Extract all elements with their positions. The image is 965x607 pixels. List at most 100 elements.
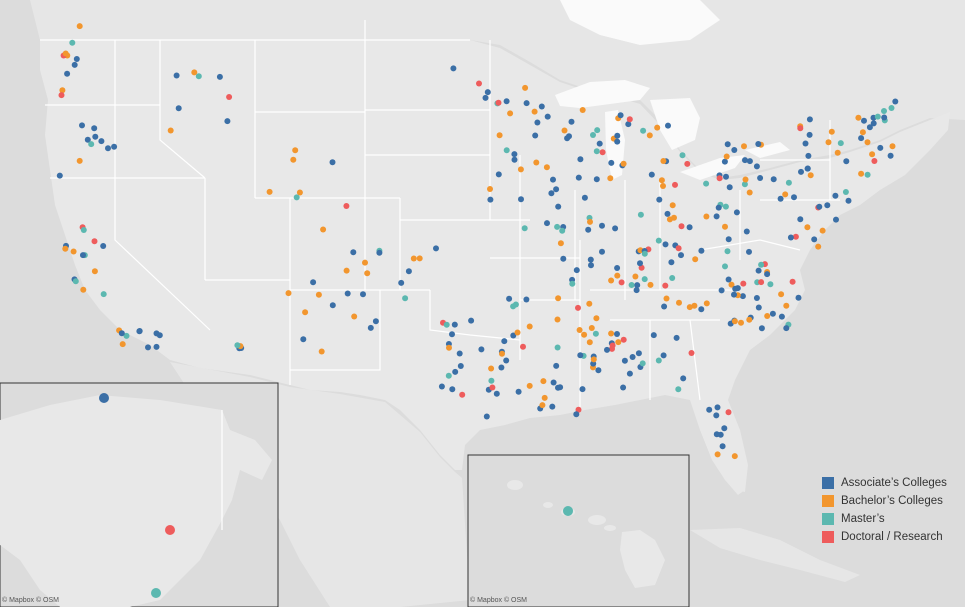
college-dot[interactable] <box>675 386 681 392</box>
college-dot[interactable] <box>587 339 593 345</box>
college-dot[interactable] <box>599 249 605 255</box>
college-dot[interactable] <box>507 110 513 116</box>
college-dot[interactable] <box>73 278 79 284</box>
college-dot[interactable] <box>577 352 583 358</box>
college-dot[interactable] <box>778 196 784 202</box>
college-dot[interactable] <box>783 303 789 309</box>
college-dot[interactable] <box>861 118 867 124</box>
college-dot[interactable] <box>732 453 738 459</box>
college-dot[interactable] <box>640 360 646 366</box>
college-dot[interactable] <box>747 190 753 196</box>
college-dot[interactable] <box>755 141 761 147</box>
college-dot[interactable] <box>343 203 349 209</box>
college-dot[interactable] <box>704 300 710 306</box>
college-dot[interactable] <box>724 154 730 160</box>
college-dot[interactable] <box>621 161 627 167</box>
college-dot[interactable] <box>368 325 374 331</box>
college-dot[interactable] <box>580 386 586 392</box>
college-dot[interactable] <box>488 378 494 384</box>
college-dot[interactable] <box>692 256 698 262</box>
college-dot[interactable] <box>642 276 648 282</box>
college-dot[interactable] <box>457 351 463 357</box>
college-dot[interactable] <box>499 351 505 357</box>
college-dot[interactable] <box>662 283 668 289</box>
college-dot[interactable] <box>151 588 161 598</box>
college-dot[interactable] <box>615 339 621 345</box>
college-dot[interactable] <box>594 176 600 182</box>
college-dot[interactable] <box>614 265 620 271</box>
college-dot[interactable] <box>92 268 98 274</box>
college-dot[interactable] <box>452 369 458 375</box>
college-dot[interactable] <box>875 114 881 120</box>
college-dot[interactable] <box>758 262 764 268</box>
college-dot[interactable] <box>550 177 556 183</box>
college-dot[interactable] <box>449 386 455 392</box>
college-dot[interactable] <box>651 332 657 338</box>
college-dot[interactable] <box>449 331 455 337</box>
college-dot[interactable] <box>557 384 563 390</box>
college-dot[interactable] <box>364 270 370 276</box>
college-dot[interactable] <box>62 246 68 252</box>
college-dot[interactable] <box>663 241 669 247</box>
college-dot[interactable] <box>555 204 561 210</box>
college-dot[interactable] <box>731 147 737 153</box>
college-dot[interactable] <box>656 358 662 364</box>
college-dot[interactable] <box>80 287 86 293</box>
college-dot[interactable] <box>586 301 592 307</box>
college-dot[interactable] <box>714 431 720 437</box>
college-dot[interactable] <box>619 279 625 285</box>
college-dot[interactable] <box>511 151 517 157</box>
college-dot[interactable] <box>484 414 490 420</box>
college-dot[interactable] <box>446 373 452 379</box>
college-dot[interactable] <box>501 338 507 344</box>
college-dot[interactable] <box>59 92 65 98</box>
college-dot[interactable] <box>670 202 676 208</box>
college-dot[interactable] <box>738 320 744 326</box>
college-dot[interactable] <box>746 249 752 255</box>
college-dot[interactable] <box>494 391 500 397</box>
college-dot[interactable] <box>877 145 883 151</box>
college-dot[interactable] <box>544 164 550 170</box>
college-dot[interactable] <box>622 358 628 364</box>
college-dot[interactable] <box>680 152 686 158</box>
college-dot[interactable] <box>843 158 849 164</box>
college-dot[interactable] <box>698 248 704 254</box>
college-dot[interactable] <box>563 506 573 516</box>
college-dot[interactable] <box>105 145 111 151</box>
college-dot[interactable] <box>555 345 561 351</box>
college-dot[interactable] <box>687 304 693 310</box>
college-dot[interactable] <box>757 175 763 181</box>
college-dot[interactable] <box>672 182 678 188</box>
college-dot[interactable] <box>515 330 521 336</box>
college-dot[interactable] <box>656 197 662 203</box>
college-dot[interactable] <box>523 297 529 303</box>
college-dot[interactable] <box>593 331 599 337</box>
college-dot[interactable] <box>286 290 292 296</box>
college-dot[interactable] <box>569 281 575 287</box>
college-dot[interactable] <box>594 127 600 133</box>
college-dot[interactable] <box>302 309 308 315</box>
college-dot[interactable] <box>398 280 404 286</box>
college-dot[interactable] <box>783 325 789 331</box>
college-dot[interactable] <box>796 295 802 301</box>
college-dot[interactable] <box>516 389 522 395</box>
college-dot[interactable] <box>634 287 640 293</box>
college-dot[interactable] <box>660 158 666 164</box>
college-dot[interactable] <box>722 159 728 165</box>
college-dot[interactable] <box>63 51 69 57</box>
college-dot[interactable] <box>92 238 98 244</box>
college-dot[interactable] <box>577 327 583 333</box>
college-dot[interactable] <box>574 267 580 273</box>
college-dot[interactable] <box>843 189 849 195</box>
college-dot[interactable] <box>554 224 560 230</box>
college-dot[interactable] <box>689 350 695 356</box>
college-dot[interactable] <box>858 135 864 141</box>
college-dot[interactable] <box>770 311 776 317</box>
college-dot[interactable] <box>376 250 382 256</box>
college-dot[interactable] <box>627 371 633 377</box>
college-dot[interactable] <box>154 330 160 336</box>
college-dot[interactable] <box>714 213 720 219</box>
college-dot[interactable] <box>716 205 722 211</box>
college-dot[interactable] <box>754 295 760 301</box>
college-dot[interactable] <box>892 99 898 105</box>
